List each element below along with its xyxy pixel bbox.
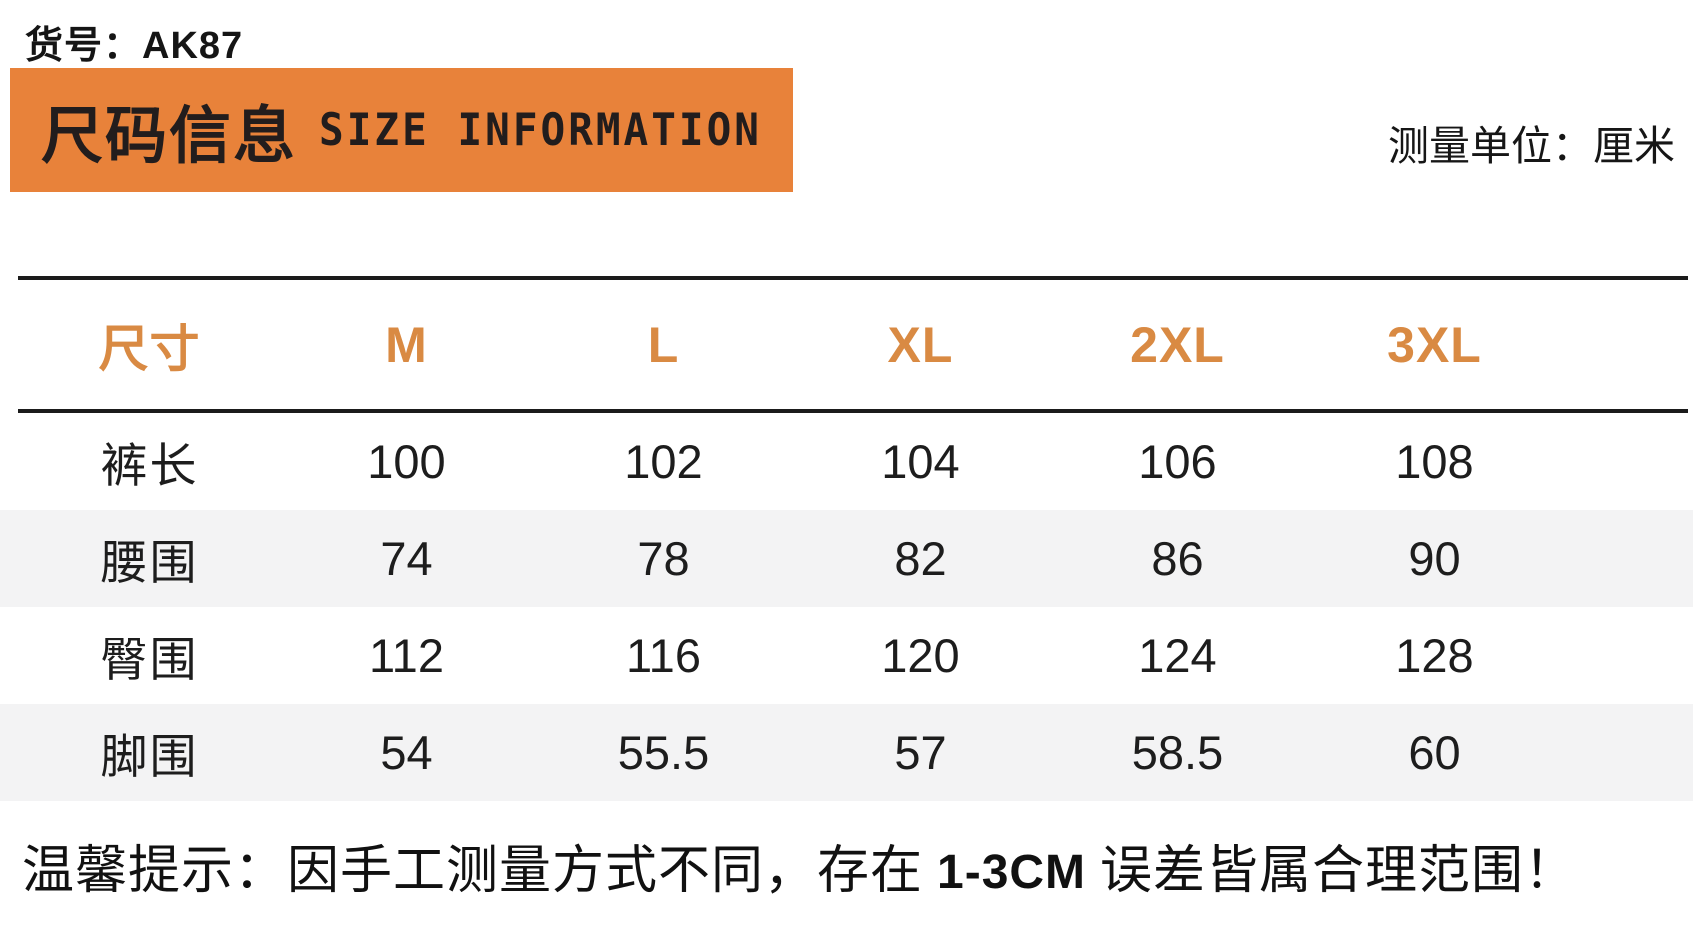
- table-cell: 104: [881, 435, 960, 488]
- row-label: 脚围: [100, 730, 199, 783]
- note-suffix: 误差皆属合理范围！: [1086, 843, 1578, 900]
- row-label: 裤长: [100, 439, 199, 492]
- header-cell-size: 尺寸: [98, 320, 201, 377]
- table-cell: 74: [380, 532, 433, 585]
- header-cell-m: M: [385, 316, 428, 373]
- table-cell: 54: [380, 726, 433, 779]
- row-label: 臀围: [100, 633, 199, 686]
- table-cell: 60: [1408, 726, 1461, 779]
- table-cell: 102: [624, 435, 703, 488]
- item-number: 货号：AK87: [25, 14, 243, 69]
- table-cell: 86: [1151, 532, 1204, 585]
- table-cell: 78: [637, 532, 690, 585]
- table-cell: 58.5: [1131, 726, 1224, 779]
- header-cell-2xl: 2XL: [1130, 316, 1225, 373]
- table-cell: 55.5: [617, 726, 710, 779]
- table-cell: 57: [894, 726, 947, 779]
- table-cell: 112: [369, 629, 444, 682]
- table-top-rule: [18, 276, 1688, 280]
- table-cell: 106: [1138, 435, 1217, 488]
- banner-title-cn: 尺码信息: [41, 102, 298, 171]
- header-cell-xl: XL: [887, 316, 954, 373]
- table-cell: 100: [367, 435, 446, 488]
- table-cell: 82: [894, 532, 947, 585]
- banner-title-en: SIZE INFORMATION: [319, 104, 762, 156]
- row-label: 腰围: [100, 536, 199, 589]
- table-header-rule: [18, 409, 1688, 413]
- header-cell-l: L: [647, 316, 680, 373]
- size-info-banner: 尺码信息 SIZE INFORMATION: [10, 68, 793, 192]
- table-cell: 128: [1395, 629, 1474, 682]
- note-prefix: 温馨提示：因手工测量方式不同，存在: [22, 843, 938, 900]
- table-cell: 116: [626, 629, 701, 682]
- table-cell: 108: [1395, 435, 1474, 488]
- measurement-unit-text: 测量单位：厘米: [1388, 123, 1675, 169]
- header-cell-3xl: 3XL: [1387, 316, 1482, 373]
- item-number-label: 货号：: [25, 25, 143, 67]
- table-cell: 124: [1138, 629, 1217, 682]
- note-highlight: 1-3CM: [937, 846, 1087, 899]
- table-cell: 120: [881, 629, 960, 682]
- table-row-leg-opening: 脚围 54 55.5 57 58.5 60: [0, 704, 1693, 801]
- table-row-hip: 臀围 112 116 120 124 128: [0, 607, 1693, 704]
- item-number-value: AK87: [142, 25, 244, 67]
- table-row-waist: 腰围 74 78 82 86 90: [0, 510, 1693, 607]
- measurement-tip-note: 温馨提示：因手工测量方式不同，存在 1-3CM 误差皆属合理范围！: [22, 828, 1577, 903]
- table-cell: 90: [1408, 532, 1461, 585]
- table-row-pants-length: 裤长 100 102 104 106 108: [0, 413, 1693, 510]
- table-header-row: 尺寸 M L XL 2XL 3XL: [0, 280, 1693, 409]
